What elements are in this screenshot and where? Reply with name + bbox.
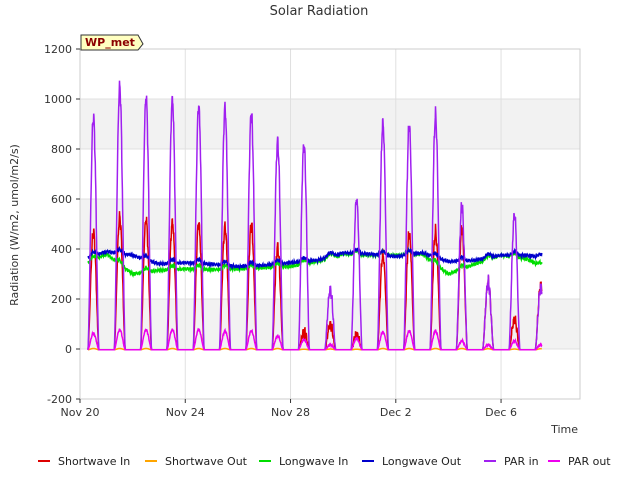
plot-frame [79,48,581,400]
x-tick-label: Nov 20 [61,406,100,419]
y-tick-label: -200 [47,393,72,406]
y-axis-ticks: -200 0 200 400 600 800 1000 1200 [44,43,80,406]
y-tick-label: 200 [51,293,72,306]
x-tick-label: Dec 6 [485,406,517,419]
legend-label: PAR out [568,455,611,468]
plot-area [80,49,580,399]
chart-title: Solar Radiation [270,4,369,19]
x-tick-label: Dec 2 [380,406,412,419]
legend-label: PAR in [504,455,539,468]
legend-label: Longwave Out [382,455,462,468]
svg-text:WP_met: WP_met [85,36,135,49]
y-tick-label: 800 [51,143,72,156]
y-tick-label: 0 [65,343,72,356]
y-tick-label: 600 [51,193,72,206]
y-tick-label: 1000 [44,93,72,106]
x-axis-ticks: Nov 20 Nov 24 Nov 28 Dec 2 Dec 6 [61,399,517,419]
legend-label: Shortwave In [58,455,130,468]
y-axis-label: Radiation (W/m2, umol/m2/s) [8,144,21,306]
y-tick-label: 400 [51,243,72,256]
legend-label: Longwave In [279,455,348,468]
legend: Shortwave In Shortwave Out Longwave In Long… [38,455,611,468]
x-axis-label: Time [550,423,578,436]
station-badge: WP_met [80,34,144,51]
x-tick-label: Nov 24 [166,406,205,419]
series-line-longwave-out [87,245,543,271]
series-line-par-out [87,327,543,351]
x-tick-label: Nov 28 [271,406,310,419]
series-layer [87,80,543,351]
series-line-longwave-in [87,246,543,278]
legend-label: Shortwave Out [165,455,248,468]
y-tick-label: 1200 [44,43,72,56]
